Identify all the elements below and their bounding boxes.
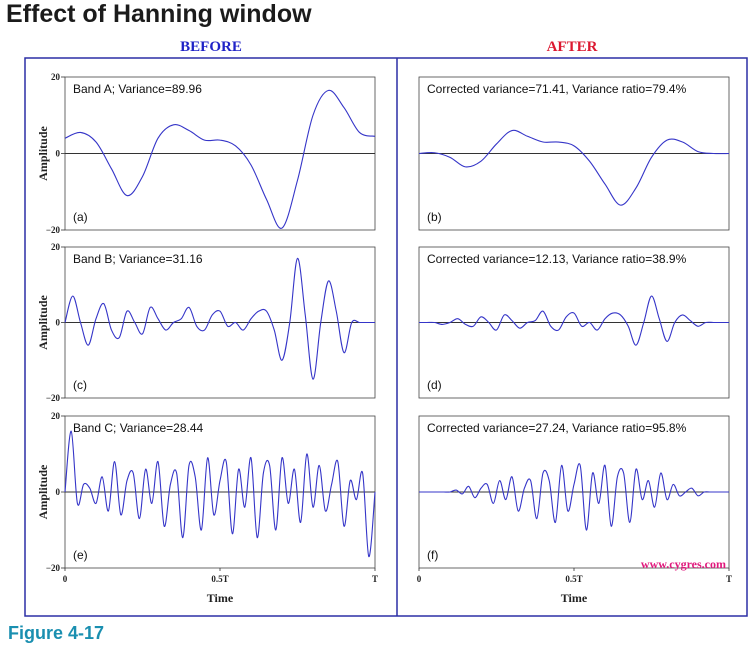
panel-label-c: (c) <box>73 378 87 392</box>
ylabel-e: Amplitude <box>36 464 50 519</box>
xtick-label-f-0: 0 <box>417 574 422 584</box>
series-line-e-0 <box>64 430 376 558</box>
ytick-label-e-0: 20 <box>51 411 61 421</box>
xlabel-e: Time <box>207 591 234 605</box>
ytick-label-e-2: −20 <box>46 563 61 573</box>
figure-label: Figure 4-17 <box>8 623 105 643</box>
series-line-b-0 <box>418 129 730 206</box>
xtick-label-e-2: T <box>372 574 378 584</box>
ytick-label-c-1: 0 <box>56 318 61 328</box>
after-header: AFTER <box>547 39 598 55</box>
annotation-f: Corrected variance=27.24, Variance ratio… <box>427 421 687 435</box>
xtick-label-e-0: 0 <box>63 574 68 584</box>
panel-label-b: (b) <box>427 210 442 224</box>
annotation-a: Band A; Variance=89.96 <box>73 82 202 96</box>
panel-label-f: (f) <box>427 548 438 562</box>
ytick-label-a-2: −20 <box>46 225 61 235</box>
page-title: Effect of Hanning window <box>6 0 312 28</box>
series-line-c-0 <box>64 257 375 380</box>
annotation-d: Corrected variance=12.13, Variance ratio… <box>427 252 687 266</box>
annotation-e: Band C; Variance=28.44 <box>73 421 204 435</box>
xtick-label-f-1: 0.5T <box>565 574 582 584</box>
annotation-b: Corrected variance=71.41, Variance ratio… <box>427 82 687 96</box>
before-header: BEFORE <box>180 39 242 55</box>
annotation-c: Band B; Variance=31.16 <box>73 252 203 266</box>
watermark: www.cygres.com <box>641 557 726 571</box>
series-line-f-0 <box>418 463 729 531</box>
series-line-d-0 <box>419 295 729 346</box>
ytick-label-c-0: 20 <box>51 242 61 252</box>
ytick-label-a-0: 20 <box>51 72 61 82</box>
series-line-a-0 <box>64 89 376 229</box>
ylabel-c: Amplitude <box>36 294 50 349</box>
ytick-label-c-2: −20 <box>46 393 61 403</box>
outer-frame <box>24 57 748 617</box>
panel-label-a: (a) <box>73 210 88 224</box>
panel-label-d: (d) <box>427 378 442 392</box>
xtick-label-f-2: T <box>726 574 732 584</box>
xtick-label-e-1: 0.5T <box>211 574 228 584</box>
ylabel-a: Amplitude <box>36 125 50 180</box>
ytick-label-a-1: 0 <box>56 149 61 159</box>
ytick-label-e-1: 0 <box>56 487 61 497</box>
xlabel-f: Time <box>561 591 588 605</box>
panel-label-e: (e) <box>73 548 88 562</box>
